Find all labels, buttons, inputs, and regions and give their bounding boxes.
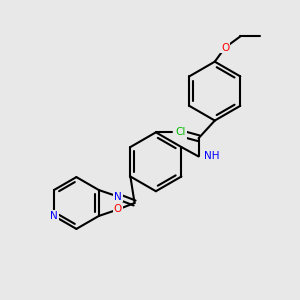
Text: O: O xyxy=(178,129,187,139)
Text: O: O xyxy=(114,205,122,214)
Text: N: N xyxy=(50,211,58,221)
Text: NH: NH xyxy=(204,152,219,161)
Text: Cl: Cl xyxy=(176,127,186,137)
Text: N: N xyxy=(114,191,122,202)
Text: O: O xyxy=(221,43,229,52)
